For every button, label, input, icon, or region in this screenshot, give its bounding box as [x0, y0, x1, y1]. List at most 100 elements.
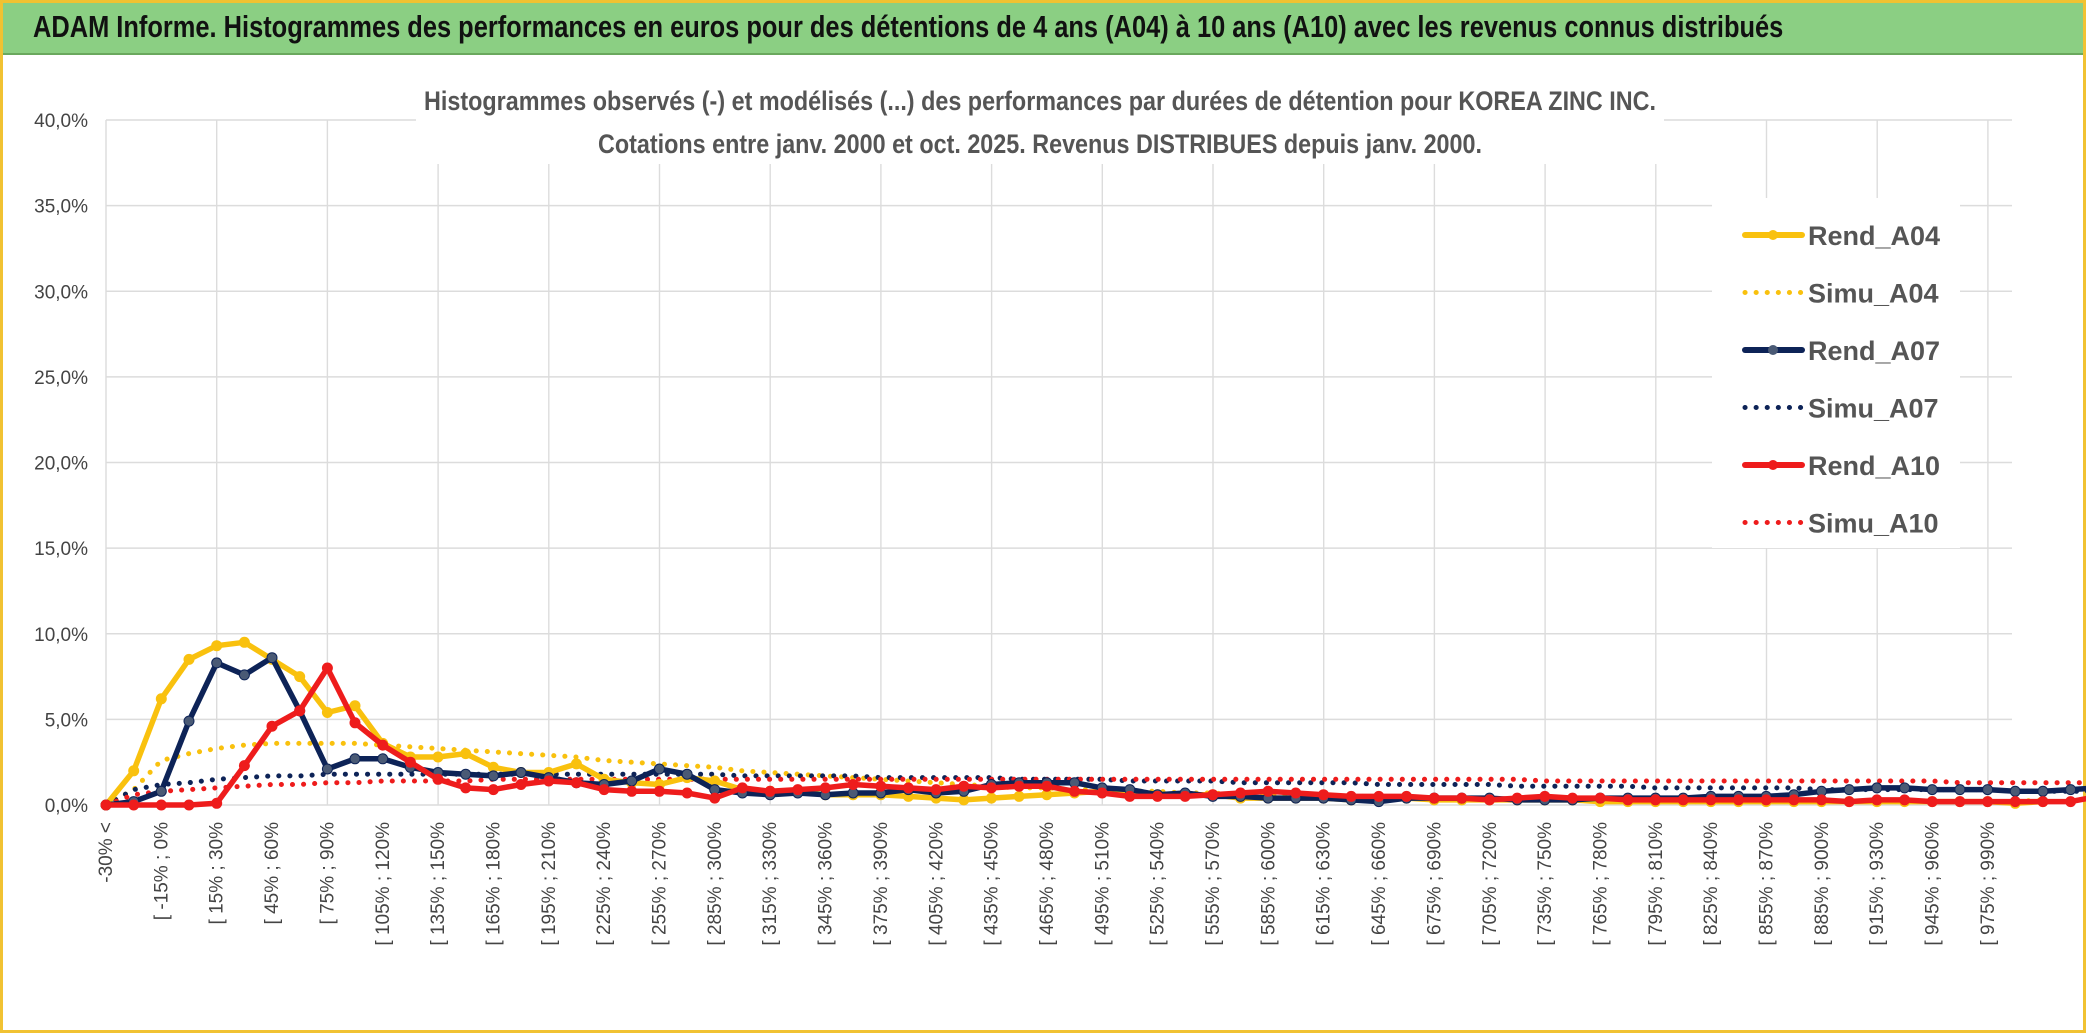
data-point [294, 671, 306, 683]
data-point [460, 748, 472, 760]
data-point [1511, 792, 1523, 804]
x-tick-label: [ 345% ; 360% [816, 822, 837, 946]
data-point [1124, 790, 1136, 802]
data-point [487, 784, 499, 796]
x-tick-label: [ 675% ; 690% [1424, 822, 1445, 946]
data-point [432, 773, 444, 785]
data-point [1954, 796, 1966, 808]
data-point [1843, 784, 1855, 796]
data-point [985, 792, 997, 804]
legend-marker [1768, 460, 1778, 470]
legend-label: Rend_A07 [1808, 336, 1940, 366]
data-point [155, 693, 167, 705]
data-point [321, 763, 333, 775]
x-tick-label: [ 915% ; 930% [1867, 822, 1888, 946]
legend: Rend_A04 Simu_A04 Rend_A07 Simu_A07 Rend_A10… [1712, 198, 1960, 548]
x-tick-label: [ 495% ; 510% [1092, 822, 1113, 946]
data-point [460, 768, 472, 780]
legend-label: Rend_A04 [1808, 221, 1940, 251]
data-point [238, 669, 250, 681]
data-point [570, 777, 582, 789]
legend-label: Simu_A10 [1808, 509, 1939, 539]
data-point [266, 720, 278, 732]
x-tick-label: [ 825% ; 840% [1701, 822, 1722, 946]
data-point [1207, 789, 1219, 801]
data-point [1954, 784, 1966, 796]
page-title: ADAM Informe. Histogrammes des performan… [33, 9, 1784, 44]
data-point [1013, 790, 1025, 802]
data-point [681, 787, 693, 799]
x-tick-label: [ 225% ; 240% [594, 822, 615, 946]
data-point [1816, 794, 1827, 806]
data-point [349, 700, 361, 712]
x-tick-label: [ 375% ; 390% [871, 822, 892, 946]
y-tick-label: 5,0% [45, 710, 88, 731]
data-point [404, 756, 416, 768]
data-point [211, 640, 223, 652]
data-point [1484, 794, 1495, 806]
data-point [1539, 790, 1551, 802]
x-tick-label: [ 465% ; 480% [1037, 822, 1058, 946]
data-point [1401, 790, 1412, 802]
data-point [1428, 792, 1440, 804]
data-point [1871, 794, 1883, 806]
x-tick-label: [ 15% ; 30% [207, 822, 228, 925]
data-point [183, 799, 195, 811]
x-tick-label: [ 135% ; 150% [428, 822, 449, 946]
legend-label: Rend_A10 [1808, 451, 1940, 481]
data-point [847, 779, 859, 790]
x-tick-label: -30% < [96, 822, 117, 883]
data-point [902, 782, 914, 794]
data-point [1456, 792, 1468, 804]
header-banner: ADAM Informe. Histogrammes des performan… [3, 3, 2083, 55]
data-point [515, 779, 527, 790]
series-group [100, 636, 2086, 811]
data-point [2037, 796, 2049, 808]
data-point [1843, 796, 1855, 808]
data-point [1594, 792, 1606, 804]
data-point [1179, 790, 1191, 802]
x-tick-label: [ 435% ; 450% [982, 822, 1003, 946]
data-point [930, 784, 942, 796]
data-point [460, 782, 472, 794]
data-point [1650, 794, 1661, 806]
data-point [238, 636, 250, 648]
data-point [819, 782, 831, 794]
data-point [598, 784, 610, 796]
data-point [1041, 780, 1053, 792]
data-point [1290, 787, 1302, 799]
data-point [958, 780, 970, 792]
x-tick-label: [ 555% ; 570% [1203, 822, 1224, 946]
x-tick-label: [ 645% ; 660% [1369, 822, 1390, 946]
chart-title: Histogrammes observés (-) et modélisés (… [416, 80, 1664, 164]
data-point [1926, 796, 1938, 808]
y-tick-label: 25,0% [34, 368, 88, 389]
y-tick-label: 20,0% [34, 454, 88, 475]
grid-lines [105, 119, 2012, 806]
data-point [1677, 794, 1689, 806]
data-point [183, 653, 195, 665]
data-point [1152, 790, 1163, 802]
x-tick-label: [ 765% ; 780% [1590, 822, 1611, 946]
y-tick-label: 10,0% [34, 625, 88, 646]
data-point [238, 760, 250, 772]
x-tick-label: [ 525% ; 540% [1148, 822, 1169, 946]
data-point [183, 715, 195, 727]
x-tick-label: [ 795% ; 810% [1646, 822, 1667, 946]
y-tick-label: 30,0% [34, 282, 88, 303]
data-point [2065, 796, 2077, 808]
x-axis-ticks: -30% < [ -15% ; 0% [ 15% ; 30% [ 45% ; 60% [… [96, 822, 1999, 946]
x-tick-label: [ 615% ; 630% [1314, 822, 1335, 946]
data-point [349, 753, 361, 765]
data-point [1235, 787, 1246, 799]
y-tick-label: 40,0% [34, 111, 88, 132]
y-tick-label: 35,0% [34, 197, 88, 218]
y-tick-label: 15,0% [34, 539, 88, 560]
x-tick-label: [ 945% ; 960% [1923, 822, 1944, 946]
data-point [377, 739, 389, 751]
data-point [1096, 787, 1108, 799]
legend-marker [1768, 345, 1778, 355]
x-tick-label: [ 885% ; 900% [1812, 822, 1833, 946]
data-point [321, 662, 333, 674]
x-tick-label: [ 705% ; 720% [1480, 822, 1501, 946]
